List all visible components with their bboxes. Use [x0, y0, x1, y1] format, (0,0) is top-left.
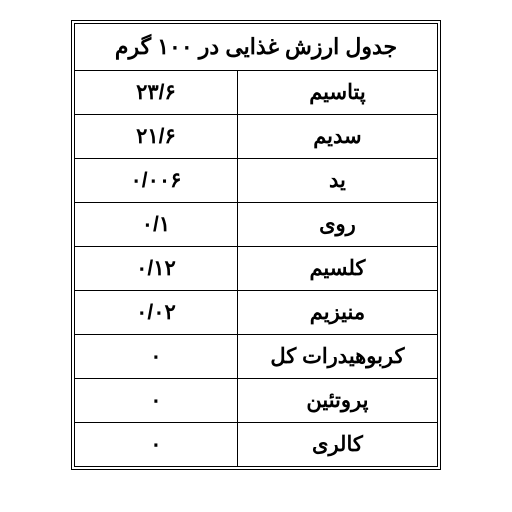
table-row: ۰/۰۲منیزیم: [75, 291, 437, 335]
table-row: ۰/۰۰۶ید: [75, 159, 437, 203]
value-cell: ۰/۰۲: [75, 291, 238, 334]
table-row: ۰پروتئین: [75, 379, 437, 423]
label-cell: کالری: [238, 423, 437, 466]
nutrition-table: جدول ارزش غذایی در ۱۰۰ گرم ۲۳/۶پتاسیم۲۱/…: [71, 20, 441, 470]
table-row: ۲۳/۶پتاسیم: [75, 71, 437, 115]
table-body: ۲۳/۶پتاسیم۲۱/۶سدیم۰/۰۰۶ید۰/۱روی۰/۱۲کلسیم…: [75, 71, 437, 466]
label-cell: پتاسیم: [238, 71, 437, 114]
table-title: جدول ارزش غذایی در ۱۰۰ گرم: [75, 24, 437, 71]
label-cell: ید: [238, 159, 437, 202]
table-row: ۰/۱روی: [75, 203, 437, 247]
table-row: ۰کربوهیدرات کل: [75, 335, 437, 379]
label-cell: پروتئین: [238, 379, 437, 422]
value-cell: ۰/۱: [75, 203, 238, 246]
label-cell: کربوهیدرات کل: [238, 335, 437, 378]
value-cell: ۲۳/۶: [75, 71, 238, 114]
label-cell: منیزیم: [238, 291, 437, 334]
label-cell: سدیم: [238, 115, 437, 158]
label-cell: کلسیم: [238, 247, 437, 290]
value-cell: ۰: [75, 423, 238, 466]
table-row: ۰کالری: [75, 423, 437, 466]
value-cell: ۰: [75, 335, 238, 378]
value-cell: ۰/۱۲: [75, 247, 238, 290]
value-cell: ۰: [75, 379, 238, 422]
table-row: ۲۱/۶سدیم: [75, 115, 437, 159]
table-row: ۰/۱۲کلسیم: [75, 247, 437, 291]
value-cell: ۲۱/۶: [75, 115, 238, 158]
label-cell: روی: [238, 203, 437, 246]
value-cell: ۰/۰۰۶: [75, 159, 238, 202]
